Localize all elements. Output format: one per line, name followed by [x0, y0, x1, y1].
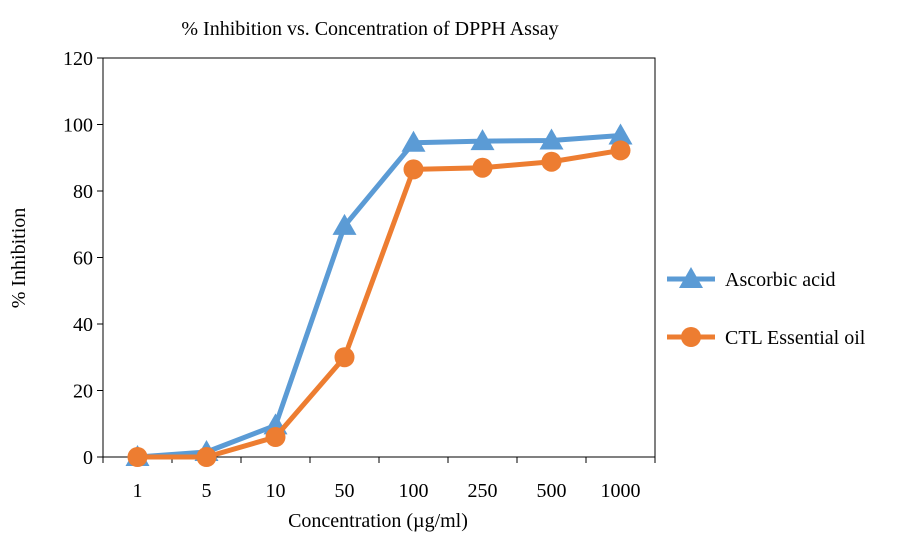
data-point-triangle — [401, 130, 426, 152]
x-tick-label: 250 — [468, 480, 498, 502]
series-line — [137, 132, 621, 460]
legend-marker-triangle — [679, 267, 703, 288]
chart-title: % Inhibition vs. Concentration of DPPH A… — [181, 18, 558, 40]
y-tick-label: 40 — [73, 314, 93, 336]
data-point-triangle — [332, 213, 357, 235]
legend-label: CTL Essential oil — [725, 327, 866, 349]
x-tick-label: 1000 — [601, 480, 641, 502]
data-point-circle — [127, 447, 148, 467]
x-tick-label: 100 — [399, 480, 429, 502]
series-layer — [125, 123, 633, 467]
x-tick-label: 500 — [537, 480, 567, 502]
series-ascorbic-acid — [125, 123, 633, 466]
y-tick-label: 120 — [63, 48, 93, 70]
legend-item: Ascorbic acid — [667, 267, 836, 291]
legend-marker-circle — [681, 327, 701, 347]
series-ctl-essential-oil — [127, 140, 631, 467]
data-point-circle — [196, 447, 217, 467]
data-point-circle — [334, 347, 355, 368]
data-point-triangle — [608, 123, 633, 145]
series-line — [137, 147, 621, 460]
data-point-circle — [541, 151, 562, 172]
y-tick-label: 20 — [73, 381, 93, 403]
legend: Ascorbic acid CTL Essential oil — [667, 267, 866, 349]
data-point-circle — [265, 427, 286, 448]
legend-label: Ascorbic acid — [725, 269, 836, 291]
x-tick-label: 1 — [133, 480, 143, 502]
y-tick-label: 0 — [83, 447, 93, 469]
x-tick-label: 10 — [266, 480, 286, 502]
data-point-triangle — [539, 128, 564, 150]
data-point-circle — [472, 157, 493, 178]
x-axis-label: Concentration (µg/ml) — [288, 510, 468, 532]
y-axis-label: % Inhibition — [8, 208, 30, 309]
data-point-circle — [403, 159, 424, 180]
x-tick-label: 5 — [202, 480, 212, 502]
legend-item: CTL Essential oil — [667, 327, 866, 349]
x-axis-ticks: 1 5 10 50 100 250 500 1000 — [102, 457, 656, 502]
data-point-triangle — [470, 129, 495, 151]
y-tick-label: 100 — [63, 115, 93, 137]
data-point-circle — [610, 140, 631, 161]
y-tick-label: 60 — [73, 248, 93, 270]
x-tick-label: 50 — [335, 480, 355, 502]
y-axis-ticks: 0 20 40 60 80 100 120 — [63, 48, 103, 469]
y-tick-label: 80 — [73, 181, 93, 203]
